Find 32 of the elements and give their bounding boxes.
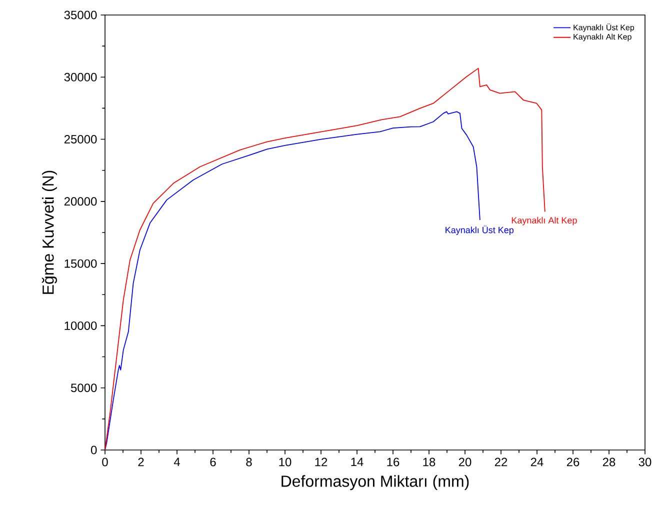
- y-tick-label: 5000: [70, 384, 97, 392]
- y-tick-label: 20000: [64, 197, 97, 206]
- y-tick-label: 30000: [64, 72, 97, 82]
- x-tick-label: 20: [458, 458, 472, 466]
- x-tick-label: 4: [174, 458, 180, 466]
- y-tick-label: 0: [91, 446, 97, 454]
- x-tick-label: 16: [387, 458, 400, 466]
- y-tick-label: 25000: [64, 135, 97, 144]
- x-tick-label: 22: [494, 458, 508, 466]
- x-tick-label: 8: [246, 458, 252, 466]
- x-tick-label: 14: [351, 458, 364, 466]
- annotation: Kaynaklı Alt Kep: [512, 216, 577, 226]
- y-axis-title: Eğme Kuvveti (N): [42, 170, 57, 294]
- x-tick-label: 30: [638, 458, 652, 466]
- x-tick-label: 24: [530, 458, 544, 466]
- x-tick-label: 0: [102, 458, 108, 466]
- x-tick-label: 18: [423, 458, 436, 466]
- y-tick-label: 10000: [64, 321, 97, 330]
- x-tick-label: 26: [566, 458, 580, 466]
- x-tick-label: 12: [315, 458, 328, 466]
- x-tick-label: 28: [602, 458, 616, 466]
- x-tick-label: 2: [138, 458, 144, 466]
- legend-label: Kaynaklı Üst Kep: [574, 24, 634, 32]
- legend-label: Kaynaklı Alt Kep: [574, 34, 632, 42]
- y-tick-label: 15000: [64, 259, 97, 268]
- line-series: [105, 111, 480, 450]
- line-series: [105, 68, 546, 450]
- x-tick-label: 6: [210, 458, 216, 466]
- x-axis-title: Deformasyon Miktarı (mm): [282, 475, 469, 490]
- x-tick-label: 10: [279, 458, 292, 466]
- y-tick-label: 35000: [64, 10, 97, 20]
- annotation: Kaynaklı Üst Kep: [446, 226, 514, 235]
